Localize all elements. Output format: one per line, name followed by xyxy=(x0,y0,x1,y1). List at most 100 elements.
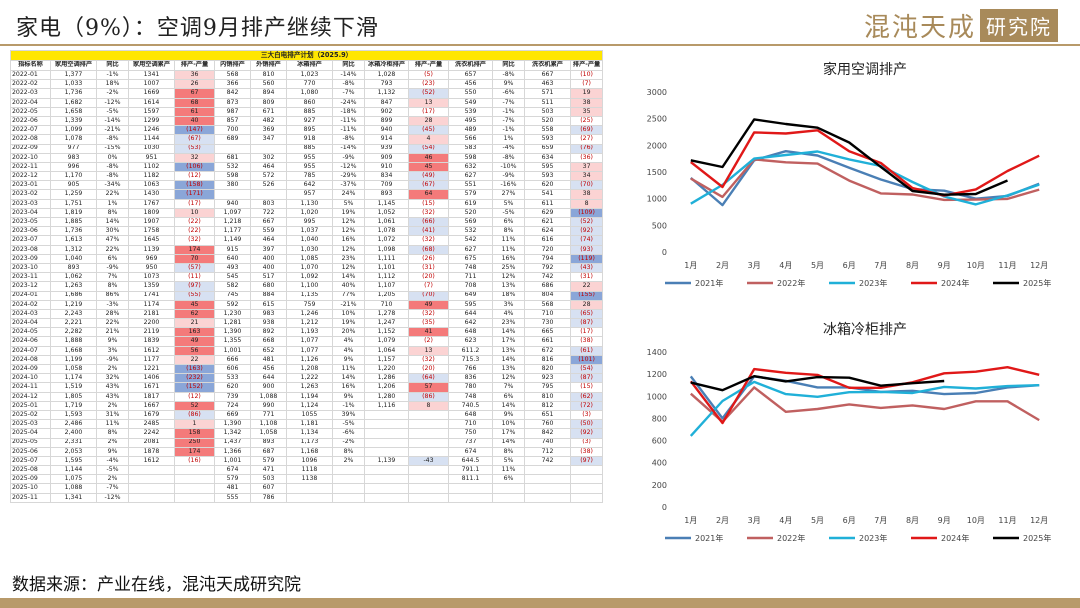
table-cell: -12% xyxy=(96,492,129,503)
table-cell: 10% xyxy=(332,308,365,320)
table-cell: 6% xyxy=(96,253,129,264)
table-cell: 722 xyxy=(250,207,287,219)
x-tick-label: 10月 xyxy=(967,261,985,270)
table-row: 2023-05 1,885 14% 1907 (22) 1,218 667 995 12% 1,0… xyxy=(10,216,604,228)
y-tick-label: 3000 xyxy=(647,88,667,97)
table-cell: 1,062 xyxy=(50,272,97,283)
table-cell: -15% xyxy=(96,143,129,154)
table-cell: (22) xyxy=(174,216,215,228)
table-cell: 1,355 xyxy=(214,336,251,347)
table-cell: -7% xyxy=(332,88,365,99)
table-cell: 634 xyxy=(524,152,571,163)
table-cell: 1,052 xyxy=(364,207,409,219)
table-cell: 834 xyxy=(364,171,409,182)
table-cell xyxy=(332,474,365,485)
table-cell: 22 xyxy=(174,354,215,366)
table-row: 2023-10 893 -9% 950 (57) 493 400 1,070 12% 1,101(… xyxy=(10,262,604,274)
table-row-month: 2022-09 xyxy=(10,143,51,154)
table-cell: (31) xyxy=(569,272,604,283)
table-row: 2024-06 1,888 9% 1839 49 1,355 668 1,077 4% 1,079… xyxy=(10,336,604,347)
table-cell: 1,246 xyxy=(286,308,333,320)
table-cell: 724 xyxy=(214,400,251,411)
table-cell: 927 xyxy=(286,115,333,127)
table-cell: 1144 xyxy=(128,134,175,145)
table-row: 2025-08 1,144 -5% 674 471 1118 791.1 11% xyxy=(10,465,604,476)
table-cell: 1,736 xyxy=(50,88,97,99)
table-cell: 668 xyxy=(250,336,287,347)
table-cell: 64 xyxy=(408,189,449,200)
table-cell: 1,107 xyxy=(364,281,409,292)
table-cell: 885 xyxy=(286,143,333,154)
table-cell: 21 xyxy=(174,318,215,329)
header-divider xyxy=(0,44,1080,46)
table-cell: 16% xyxy=(332,382,365,393)
table-cell: 672 xyxy=(524,345,571,356)
table-cell: 1,281 xyxy=(214,318,251,329)
table-cell: 1,312 xyxy=(50,244,97,255)
table-cell: 533 xyxy=(214,373,251,384)
table-row: 2022-11 996 -8% 1102 (106) 532 464 955 -12% 910 45… xyxy=(10,161,604,173)
table-cell: 750 xyxy=(448,428,493,439)
table-cell: 549 xyxy=(448,97,493,108)
table-cell: 770 xyxy=(286,79,333,90)
table-cell: (70) xyxy=(408,290,449,301)
table-cell: 627 xyxy=(448,171,493,182)
table-cell: 642 xyxy=(286,180,333,191)
table-cell: 1612 xyxy=(128,345,175,356)
table-row: 2025-01 1,719 2% 1667 52 724 990 1,124 -1% 1,116 8… xyxy=(10,400,604,411)
table-row: 2022-09 977 -15% 1030 (53) 885 -14% 939 (54) 583-… xyxy=(10,143,604,154)
table-cell: 667 xyxy=(524,69,571,81)
table-cell: -5% xyxy=(96,465,129,476)
table-cell: -3% xyxy=(96,299,129,310)
table-cell: 579 xyxy=(448,189,493,200)
table-cell: 1,339 xyxy=(50,115,97,127)
x-tick-label: 7月 xyxy=(874,261,887,270)
table-cell: 1,174 xyxy=(50,373,97,384)
table-cell: 595 xyxy=(448,299,493,310)
table-cell: (55) xyxy=(174,290,215,301)
table-cell: 2,400 xyxy=(50,428,97,439)
table-row: 2025-02 1,593 31% 1679 (86) 669 771 1055 39% 648 9… xyxy=(10,409,604,421)
table-cell: (92) xyxy=(569,226,604,237)
table-cell: (15) xyxy=(569,382,604,393)
table-cell: 366 xyxy=(214,79,251,90)
table-header-7: 冰箱排产 xyxy=(286,60,333,71)
table-cell: 14% xyxy=(492,400,525,411)
table-row-month: 2024-09 xyxy=(10,363,51,375)
table-cell: 620 xyxy=(214,382,251,393)
table-cell: 7% xyxy=(96,272,129,283)
table-cell: (17) xyxy=(174,198,215,209)
table-cell: 558 xyxy=(524,125,571,136)
table-cell: 983 xyxy=(250,308,287,320)
table-cell: 49 xyxy=(408,299,449,310)
table-cell: (12) xyxy=(174,391,215,402)
table-cell: 1,366 xyxy=(214,446,251,457)
table-cell: 62 xyxy=(174,308,215,320)
table-cell: -6% xyxy=(492,88,525,99)
table-cell xyxy=(408,492,449,503)
table-cell: 940 xyxy=(214,198,251,209)
table-cell: 847 xyxy=(364,97,409,108)
table-cell: 627 xyxy=(448,244,493,255)
table-cell: 481 xyxy=(250,354,287,366)
table-header-1: 家用空调排产 xyxy=(50,60,97,71)
table-cell: 1,613 xyxy=(50,235,97,246)
table-cell: 8 xyxy=(408,400,449,411)
table-cell: -1% xyxy=(96,69,129,81)
table-cell: 649 xyxy=(448,290,493,301)
table-cell: 9% xyxy=(96,336,129,347)
table-cell xyxy=(250,189,287,200)
table-cell: (11) xyxy=(174,272,215,283)
table-cell: (232) xyxy=(174,373,215,384)
table-cell: 400 xyxy=(250,253,287,264)
table-cell: 1,058 xyxy=(50,363,97,375)
table-cell: 710 xyxy=(524,308,571,320)
table-cell: 689 xyxy=(214,134,251,145)
table-cell: 1878 xyxy=(128,446,175,457)
table-header-9: 冰箱冷柜排产 xyxy=(364,60,409,71)
legend-label: 2024年 xyxy=(941,533,969,543)
table-cell: 1,193 xyxy=(286,327,333,338)
table-cell: 642 xyxy=(448,318,493,329)
table-cell: 400 xyxy=(250,262,287,274)
x-tick-label: 3月 xyxy=(748,261,761,270)
